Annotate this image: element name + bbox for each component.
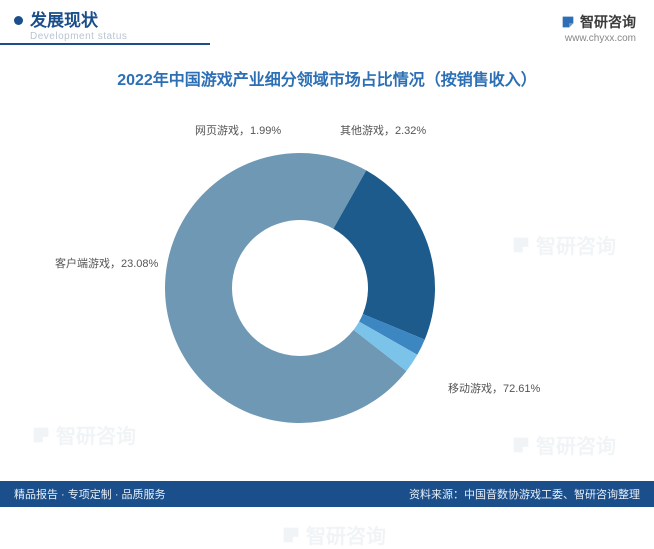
chart-title: 2022年中国游戏产业细分领域市场占比情况（按销售收入） [0,66,654,90]
header-dot [14,16,23,25]
header-title-cn: 发展现状 [30,12,127,29]
slice-label-其他游戏: 其他游戏，2.32% [340,122,426,138]
brand-logo-icon [560,14,576,30]
slice-label-移动游戏: 移动游戏，72.61% [448,380,540,396]
header-title-en: Development status [30,31,127,42]
footer: 精品报告 · 专项定制 · 品质服务 资料来源：中国音数协游戏工委、智研咨询整理 [0,481,654,507]
brand-name: 智研咨询 [580,12,636,32]
slice-label-网页游戏: 网页游戏，1.99% [195,122,281,138]
slice-label-客户端游戏: 客户端游戏，23.08% [55,255,158,271]
brand-url: www.chyxx.com [560,33,636,44]
donut-chart [0,90,654,460]
footer-right: 资料来源：中国音数协游戏工委、智研咨询整理 [409,486,640,502]
header: 发展现状 Development status 智研咨询 www.chyxx.c… [0,0,654,44]
header-left: 发展现状 Development status [0,12,127,42]
chart-area: 移动游戏，72.61% 客户端游戏，23.08% 网页游戏，1.99% 其他游戏，2.… [0,90,654,460]
header-right: 智研咨询 www.chyxx.com [560,12,636,44]
watermark-1: 智研咨询 [280,520,386,549]
footer-left: 精品报告 · 专项定制 · 品质服务 [14,486,166,502]
header-underline [0,43,210,45]
brand-row: 智研咨询 [560,12,636,32]
